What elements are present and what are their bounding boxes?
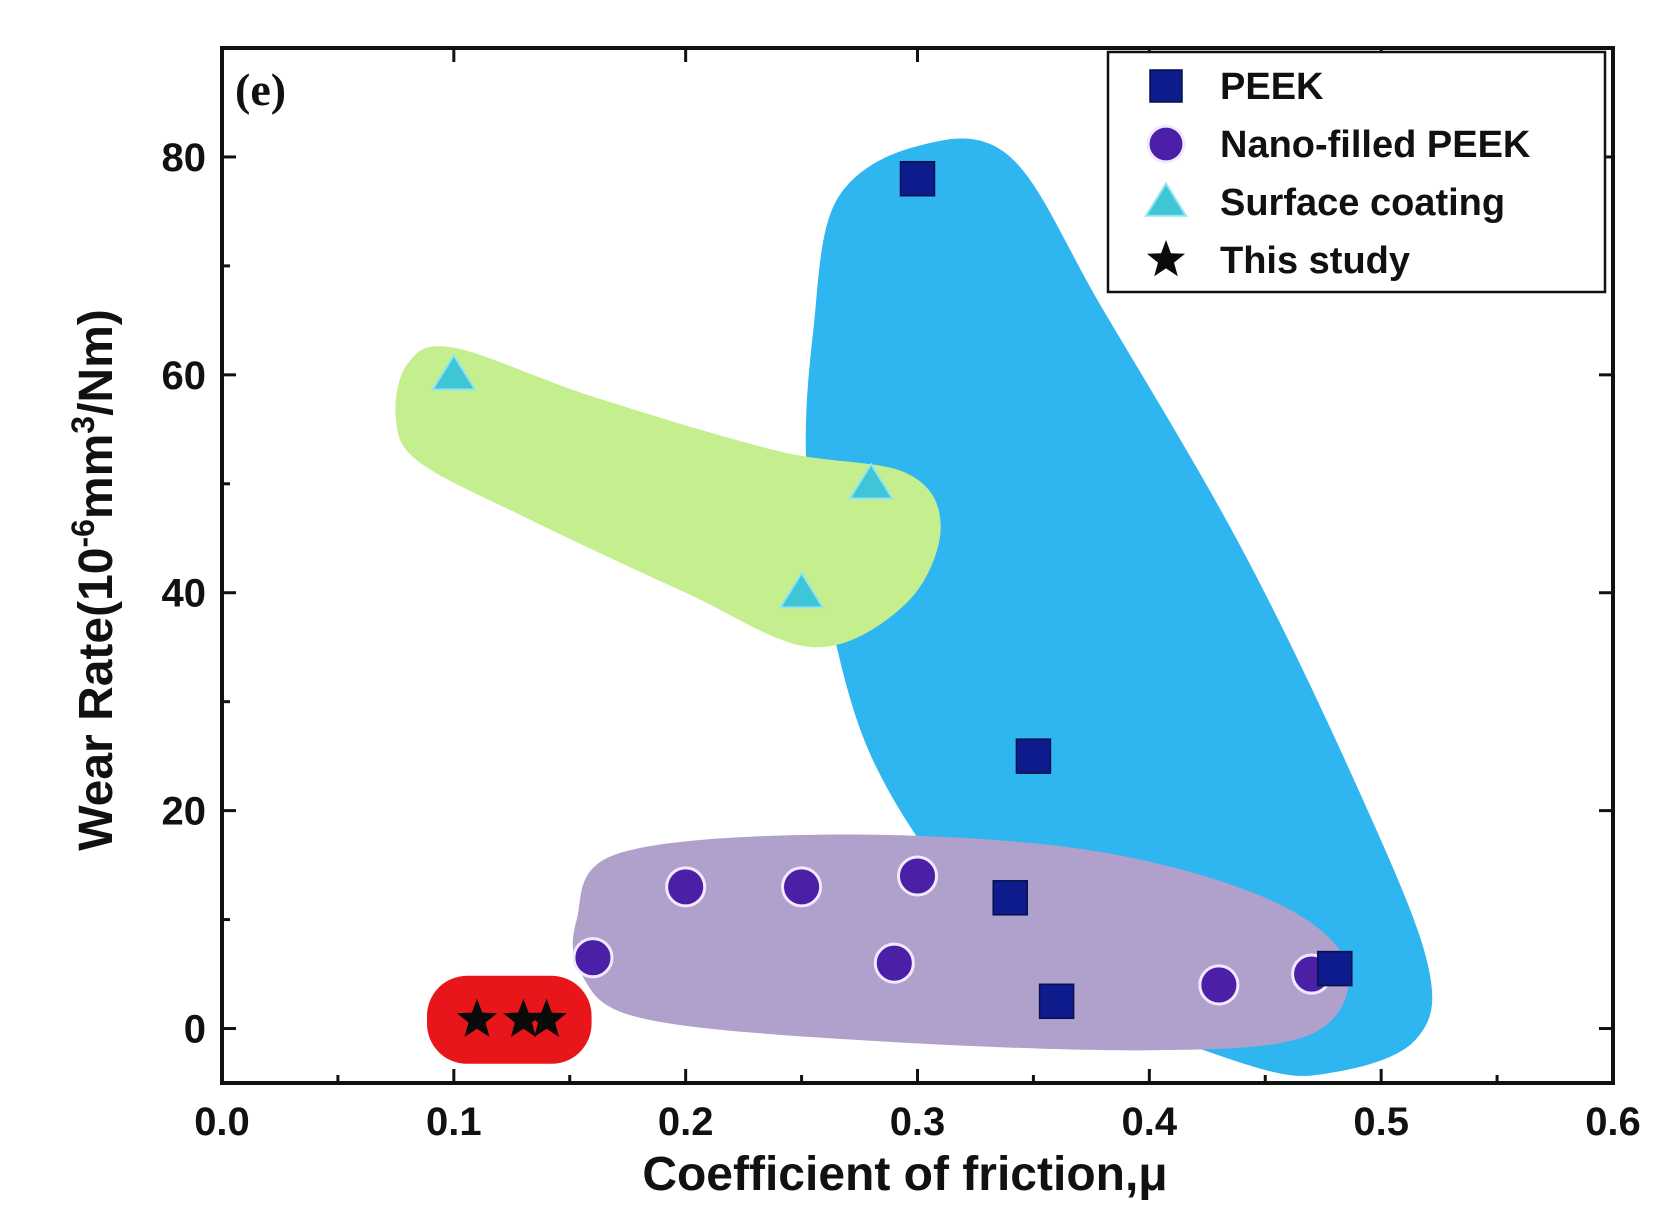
legend-label-nano-filled-peek: Nano-filled PEEK <box>1220 124 1531 166</box>
labels-layer: (e) Coefficient of friction,μ Wear Rate(… <box>65 64 1168 1201</box>
data-point-this-study <box>456 998 498 1037</box>
legend-label-peek: PEEK <box>1220 66 1324 108</box>
legend-marker-peek <box>1149 69 1183 103</box>
data-point-surface-coating <box>430 353 477 391</box>
data-point-peek <box>1317 950 1353 987</box>
x-tick-label: 0.2 <box>658 1100 714 1144</box>
data-point-nano-filled-peek <box>572 937 614 979</box>
legend-marker-nano-filled-peek <box>1146 124 1186 164</box>
legend: PEEK Nano-filled PEEK Surface coating This … <box>1106 50 1607 294</box>
data-point-peek <box>992 880 1028 916</box>
panel-label: (e) <box>235 64 286 115</box>
y-axis-title-end: /Nm) <box>70 309 123 416</box>
x-tick-label: 0.3 <box>890 1100 946 1144</box>
y-tick-label: 40 <box>162 572 207 616</box>
legend-marker-surface-coating <box>1144 181 1188 217</box>
data-point-peek <box>1015 738 1052 774</box>
region-surface-coating <box>395 346 941 648</box>
axes-layer: 0.0 0.1 0.2 0.3 0.4 0.5 0.6 0 20 40 60 80 <box>162 46 1641 1144</box>
data-point-this-study <box>526 998 567 1037</box>
y-tick-label: 20 <box>162 790 207 834</box>
data-point-nano-filled-peek <box>873 942 915 984</box>
y-tick-label: 0 <box>184 1008 206 1052</box>
y-axis-title-sup2: 3 <box>65 416 101 434</box>
legend-label-surface-coating: Surface coating <box>1220 182 1505 224</box>
data-point-surface-coating <box>778 571 825 609</box>
y-axis-title: Wear Rate(10-6mm3/Nm) <box>65 309 123 851</box>
region-this-study <box>427 975 592 1064</box>
y-tick-label: 60 <box>162 354 207 398</box>
regions-layer <box>395 138 1433 1076</box>
data-point-peek <box>899 160 936 197</box>
points-layer <box>430 160 1353 1037</box>
data-point-nano-filled-peek <box>1198 964 1240 1006</box>
data-point-peek <box>1038 983 1075 1020</box>
data-point-nano-filled-peek <box>665 866 707 908</box>
x-tick-label: 0.4 <box>1122 1100 1178 1144</box>
data-point-surface-coating <box>848 462 895 500</box>
legend-marker-this-study <box>1147 240 1185 277</box>
x-axis-title: Coefficient of friction,μ <box>642 1148 1167 1201</box>
data-point-this-study <box>503 998 544 1037</box>
x-tick-label: 0.1 <box>426 1100 482 1144</box>
data-point-nano-filled-peek <box>781 866 823 908</box>
region-nano-filled-peek <box>572 834 1349 1051</box>
legend-label-this-study: This study <box>1220 240 1410 282</box>
y-axis-title-mid: mm <box>70 434 123 519</box>
y-axis-title-base: Wear Rate(10 <box>70 548 123 851</box>
legend-box <box>1106 50 1607 294</box>
data-point-nano-filled-peek <box>896 855 939 897</box>
y-axis-title-sup1: -6 <box>65 519 101 547</box>
x-tick-label: 0.5 <box>1353 1100 1409 1144</box>
x-tick-label: 0.0 <box>194 1100 250 1144</box>
y-tick-label: 80 <box>162 136 207 180</box>
x-tick-label: 0.6 <box>1585 1100 1641 1144</box>
